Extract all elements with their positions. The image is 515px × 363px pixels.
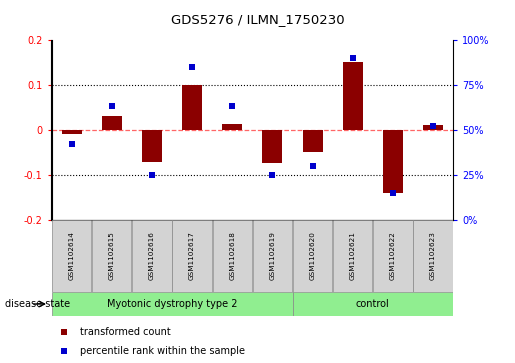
Text: GSM1102614: GSM1102614	[68, 232, 75, 280]
Bar	[62, 130, 81, 134]
Bar	[333, 220, 372, 292]
Text: transformed count: transformed count	[80, 327, 170, 337]
Text: GSM1102618: GSM1102618	[229, 232, 235, 280]
Bar	[373, 220, 413, 292]
Bar	[182, 85, 202, 130]
Text: GSM1102619: GSM1102619	[269, 232, 276, 280]
Bar	[52, 292, 293, 316]
Text: percentile rank within the sample: percentile rank within the sample	[80, 346, 245, 356]
Bar	[52, 220, 91, 292]
Text: Myotonic dystrophy type 2: Myotonic dystrophy type 2	[107, 299, 237, 309]
Bar	[262, 130, 282, 163]
Text: GDS5276 / ILMN_1750230: GDS5276 / ILMN_1750230	[170, 13, 345, 26]
Bar	[423, 125, 443, 130]
Bar	[302, 130, 322, 152]
Text: GSM1102615: GSM1102615	[109, 232, 115, 280]
Bar	[253, 220, 292, 292]
Text: control: control	[356, 299, 390, 309]
Text: disease state: disease state	[5, 299, 70, 309]
Bar	[222, 125, 242, 130]
Bar	[293, 292, 453, 316]
Bar	[383, 130, 403, 193]
Text: GSM1102623: GSM1102623	[430, 232, 436, 280]
Bar	[414, 220, 453, 292]
Bar	[213, 220, 252, 292]
Bar	[101, 116, 122, 130]
Text: GSM1102617: GSM1102617	[189, 232, 195, 280]
Text: GSM1102621: GSM1102621	[350, 232, 356, 280]
Text: GSM1102622: GSM1102622	[390, 232, 396, 280]
Bar	[132, 220, 171, 292]
Bar	[173, 220, 212, 292]
Bar	[293, 220, 332, 292]
Bar	[342, 62, 363, 130]
Bar	[92, 220, 131, 292]
Bar	[142, 130, 162, 162]
Text: GSM1102616: GSM1102616	[149, 232, 155, 280]
Text: GSM1102620: GSM1102620	[310, 232, 316, 280]
